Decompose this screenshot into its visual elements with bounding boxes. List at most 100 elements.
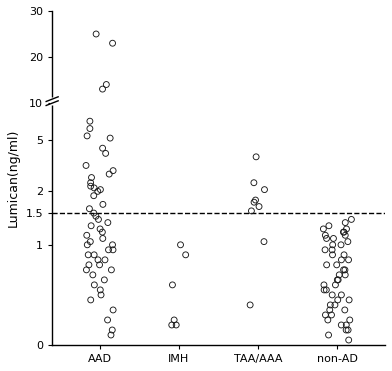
Point xyxy=(103,150,109,156)
Point xyxy=(108,267,114,273)
Point xyxy=(91,193,97,198)
Point xyxy=(101,277,107,283)
Point xyxy=(320,226,327,232)
Point xyxy=(340,229,347,235)
Point xyxy=(87,183,94,189)
Point xyxy=(342,220,348,226)
Point xyxy=(253,154,259,160)
Point xyxy=(178,242,184,248)
Point xyxy=(340,267,347,273)
Point xyxy=(325,317,331,323)
Point xyxy=(342,267,348,273)
Point xyxy=(335,297,341,303)
Point xyxy=(91,252,97,258)
Point xyxy=(110,168,116,174)
Point xyxy=(93,31,99,37)
Point xyxy=(325,332,332,338)
Point xyxy=(326,223,332,229)
Point xyxy=(86,262,92,268)
Point xyxy=(98,292,104,298)
Point xyxy=(169,322,175,328)
Point xyxy=(94,188,101,194)
Point xyxy=(95,216,102,222)
Point xyxy=(87,297,94,303)
Point xyxy=(342,272,348,278)
Point xyxy=(343,327,349,333)
Point xyxy=(347,317,353,323)
Point xyxy=(338,257,345,263)
Point xyxy=(100,236,106,242)
Point xyxy=(103,82,109,88)
Point xyxy=(338,292,345,298)
Point xyxy=(328,312,335,318)
Point xyxy=(334,277,341,283)
Point xyxy=(329,292,335,298)
Point xyxy=(327,307,333,313)
Point xyxy=(322,232,328,238)
Point xyxy=(95,257,101,263)
Point xyxy=(345,239,351,244)
Point xyxy=(102,257,108,263)
Point xyxy=(83,267,89,273)
Point xyxy=(334,262,340,268)
Y-axis label: Lumican(ng/ml): Lumican(ng/ml) xyxy=(7,129,20,227)
Point xyxy=(85,252,91,258)
Point xyxy=(321,287,327,293)
Point xyxy=(88,175,94,181)
Point xyxy=(261,239,267,244)
Point xyxy=(96,262,103,268)
Point xyxy=(97,226,103,232)
Point xyxy=(91,210,97,216)
Point xyxy=(323,236,330,242)
Point xyxy=(88,223,94,229)
Point xyxy=(91,185,97,191)
Point xyxy=(87,125,93,131)
Point xyxy=(91,282,98,288)
Point xyxy=(261,187,268,193)
Point xyxy=(87,180,94,186)
Point xyxy=(332,302,338,308)
Point xyxy=(110,247,116,253)
Point xyxy=(106,171,113,177)
Point xyxy=(105,247,112,253)
Point xyxy=(338,322,345,328)
Point xyxy=(107,135,113,141)
Point xyxy=(93,213,99,219)
Point xyxy=(109,327,115,333)
Point xyxy=(345,257,352,263)
Point xyxy=(109,242,116,248)
Point xyxy=(329,247,335,253)
Point xyxy=(183,252,189,258)
Point xyxy=(322,312,328,318)
Point xyxy=(97,287,103,293)
Point xyxy=(252,197,259,203)
Point xyxy=(323,287,329,293)
Point xyxy=(348,216,354,222)
Point xyxy=(327,302,334,308)
Point xyxy=(248,208,254,214)
Point xyxy=(171,317,177,323)
Point xyxy=(256,204,262,210)
Point xyxy=(84,242,91,248)
Point xyxy=(330,236,337,242)
Point xyxy=(338,242,344,248)
Point xyxy=(251,180,257,186)
Point xyxy=(83,232,90,238)
Point xyxy=(345,327,351,333)
Point xyxy=(104,317,111,323)
Point xyxy=(169,282,176,288)
Point xyxy=(343,322,349,328)
Point xyxy=(330,242,336,248)
Point xyxy=(342,307,348,313)
Point xyxy=(83,162,89,168)
Point xyxy=(97,187,103,193)
Point xyxy=(336,272,342,278)
Point xyxy=(329,252,336,258)
Point xyxy=(335,277,341,283)
Point xyxy=(105,220,111,226)
Point xyxy=(100,145,106,151)
Point xyxy=(87,118,93,124)
Point xyxy=(322,247,328,253)
Point xyxy=(109,40,116,46)
Point xyxy=(343,226,350,232)
